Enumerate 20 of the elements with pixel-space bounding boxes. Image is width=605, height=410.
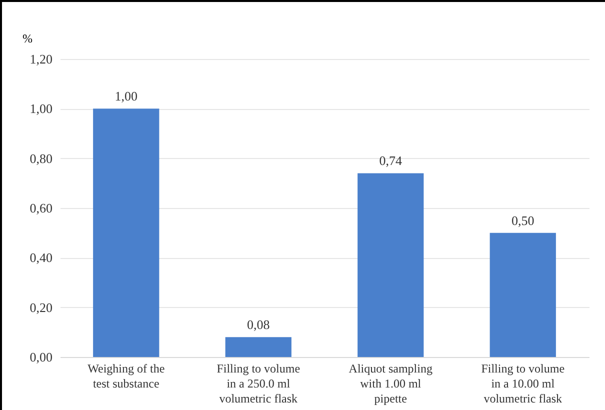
x-tick-label: Aliquot sampling with 1.00 ml pipette	[348, 362, 432, 406]
y-tick-label: 1,20	[30, 52, 52, 66]
bar	[225, 337, 292, 357]
x-tick-label: Filling to volume in a 10.00 ml volumetric flask	[481, 362, 565, 406]
y-tick-label: 0,20	[30, 300, 52, 315]
y-tick-label: 0,40	[30, 250, 52, 266]
data-label: 1,00	[114, 88, 138, 104]
y-tick-label: 0,00	[30, 350, 52, 364]
x-tick-label: Weighing of the test substance	[88, 362, 165, 390]
data-label: 0,50	[512, 212, 534, 228]
bar	[490, 232, 556, 357]
y-tick-label: 1,00	[30, 101, 52, 116]
y-axis-title: %	[22, 32, 32, 46]
data-label: 0,74	[379, 153, 402, 168]
y-tick-label: 0,80	[30, 150, 52, 166]
bar	[358, 173, 424, 357]
bar	[93, 108, 160, 357]
y-tick-label: 0,60	[30, 200, 52, 216]
data-label: 0,08	[247, 317, 270, 332]
x-tick-label: Filling to volume in a 250.0 ml volumetric flask	[216, 362, 300, 406]
